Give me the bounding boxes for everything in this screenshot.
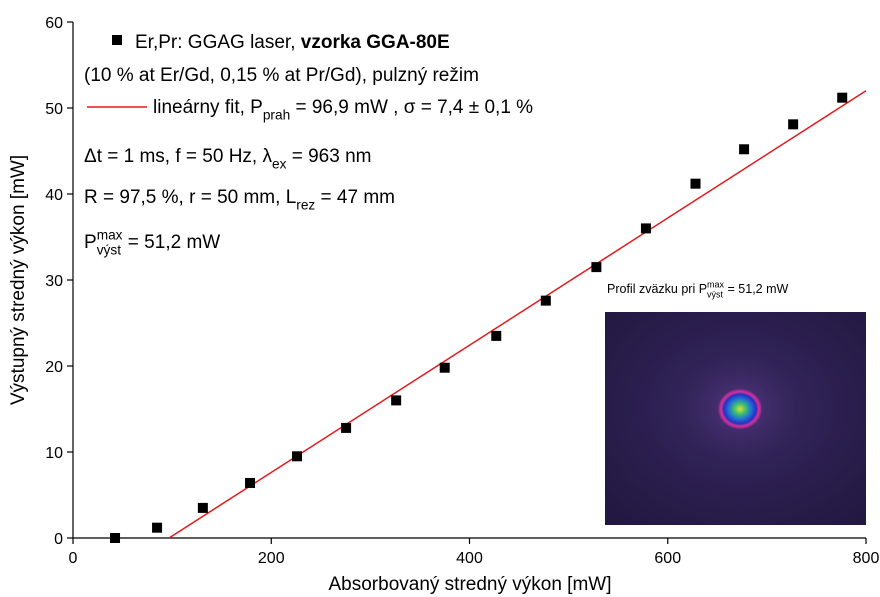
data-point — [292, 451, 303, 462]
inset-spot — [717, 388, 763, 430]
data-point — [837, 92, 848, 103]
data-point — [152, 522, 163, 533]
data-point — [439, 362, 450, 373]
y-axis-title: Výstupný stredný výkon [mW] — [8, 155, 29, 405]
inset-title-part: = 51,2 mW — [724, 282, 788, 296]
data-point — [640, 223, 651, 234]
legend-label: Er,Pr: GGAG laser, vzorka GGA-80E — [135, 32, 450, 53]
legend-label-part: vzorka GGA-80E — [301, 32, 450, 53]
annotation-part: R = 97,5 %, r = 50 mm, L — [84, 187, 296, 208]
inset-title-part: Profil zväzku pri P — [607, 282, 707, 296]
legend-label-part: = 96,9 mW , σ = 7,4 ± 0,1 % — [290, 97, 533, 118]
annotation-part: max — [97, 227, 123, 242]
data-point — [591, 262, 602, 273]
annotation: R = 97,5 %, r = 50 mm, Lrez = 47 mm — [84, 187, 395, 213]
annotation: Δt = 1 ms, f = 50 Hz, λex = 963 nm — [84, 146, 371, 172]
y-tick-label: 30 — [45, 273, 63, 290]
y-tick-label: 0 — [54, 531, 63, 548]
inset-title-part: výst — [707, 289, 724, 299]
data-point — [341, 422, 352, 433]
x-tick-label: 400 — [456, 550, 483, 567]
x-tick-label: 0 — [69, 550, 78, 567]
inset-title-part: max — [707, 279, 725, 289]
annotation-part: = 51,2 mW — [123, 232, 221, 253]
annotation-part: ex — [272, 157, 287, 172]
x-axis-title: Absorbovaný stredný výkon [mW] — [329, 574, 612, 595]
fit-line — [168, 90, 867, 539]
y-tick-label: 50 — [45, 101, 63, 118]
data-point — [491, 330, 502, 341]
annotation-part: Δt = 1 ms, f = 50 Hz, λ — [84, 146, 272, 167]
annotation-part: výst — [97, 243, 122, 258]
x-tick-label: 200 — [258, 550, 285, 567]
legend-label: lineárny fit, Pprah = 96,9 mW , σ = 7,4 … — [153, 97, 533, 123]
legend-label-part: Er,Pr: GGAG laser, — [135, 32, 301, 53]
annotation: Pmax výst = 51,2 mW — [84, 227, 220, 257]
annotation-part: = 47 mm — [315, 187, 395, 208]
annotation-part: (10 % at Er/Gd, 0,15 % at Pr/Gd), pulzný… — [84, 65, 479, 86]
data-point — [110, 533, 121, 543]
data-point — [197, 502, 208, 513]
annotation: (10 % at Er/Gd, 0,15 % at Pr/Gd), pulzný… — [84, 65, 479, 86]
legend-label-part: lineárny fit, P — [153, 97, 263, 118]
annotation-part: = 963 nm — [286, 146, 371, 167]
annotation-part: P — [84, 232, 97, 253]
legend-label-part: prah — [263, 108, 290, 123]
inset-title: Profil zväzku pri Pmax výst = 51,2 mW — [607, 279, 789, 299]
beam-profile-image — [605, 312, 866, 525]
x-tick-label: 600 — [654, 550, 681, 567]
y-tick-label: 20 — [45, 359, 63, 376]
y-tick-label: 10 — [45, 445, 63, 462]
data-point — [540, 295, 551, 306]
x-tick-label: 800 — [853, 550, 880, 567]
legend-marker — [112, 35, 122, 45]
data-point — [739, 144, 750, 155]
y-tick-label: 60 — [45, 15, 63, 32]
y-tick-label: 40 — [45, 187, 63, 204]
data-point — [690, 178, 701, 189]
data-point — [788, 119, 799, 130]
data-point — [245, 477, 256, 488]
annotation-part: rez — [296, 198, 315, 213]
data-point — [391, 395, 402, 406]
